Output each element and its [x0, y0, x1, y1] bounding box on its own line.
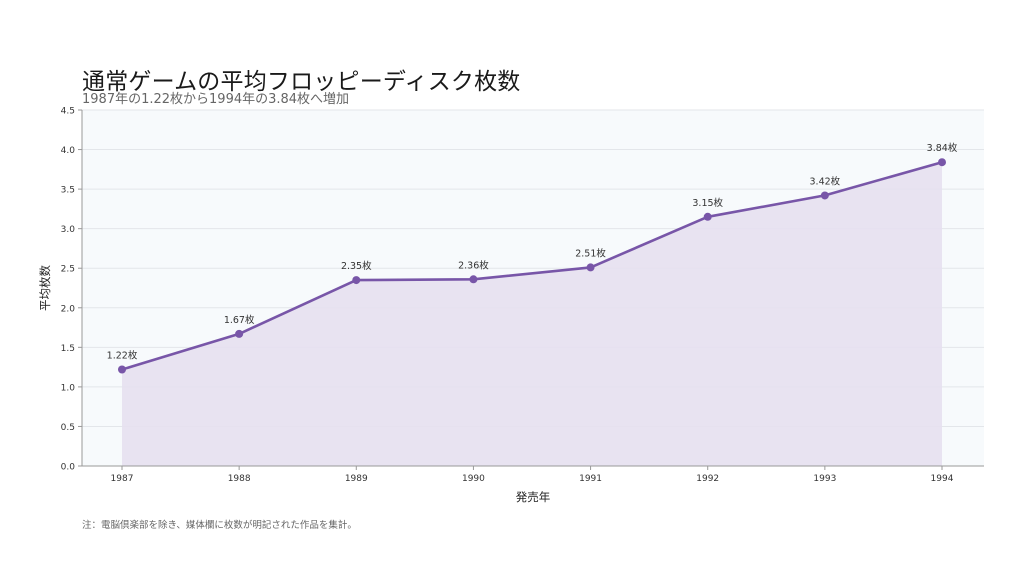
data-label: 2.36枚	[458, 259, 489, 271]
data-label: 1.22枚	[107, 349, 138, 361]
x-tick-label: 1990	[462, 474, 485, 484]
chart-title: 通常ゲームの平均フロッピーディスク枚数	[82, 69, 521, 95]
footnote: 注：電脳倶楽部を除き、媒体欄に枚数が明記された作品を集計。	[82, 520, 357, 531]
data-point	[586, 263, 595, 272]
data-label: 3.15枚	[692, 197, 723, 209]
data-points	[118, 158, 946, 374]
data-point	[352, 276, 361, 285]
y-axis: 0.0 0.5 1.0 1.5 2.0 2.5 3.0 3.5 4.0 4.5	[61, 107, 82, 473]
y-tick-label: 0.0	[61, 463, 76, 473]
data-label: 2.51枚	[575, 247, 606, 259]
y-tick-label: 3.5	[61, 186, 75, 196]
y-tick-label: 1.5	[61, 344, 75, 354]
x-tick-label: 1994	[931, 474, 954, 484]
data-point	[118, 365, 126, 374]
y-tick-label: 4.5	[61, 107, 75, 117]
data-label: 2.35枚	[341, 260, 372, 272]
y-tick-label: 4.0	[61, 146, 76, 156]
data-point	[938, 158, 946, 167]
area-fill	[122, 162, 942, 466]
data-point	[703, 212, 712, 221]
y-tick-label: 3.0	[61, 225, 76, 235]
y-tick-label: 1.0	[61, 383, 76, 393]
y-tick-label: 2.0	[61, 304, 76, 314]
x-tick-label: 1991	[579, 474, 602, 484]
x-tick-label: 1993	[813, 474, 836, 484]
data-point	[820, 191, 829, 200]
x-tick-label: 1987	[111, 474, 134, 484]
data-label: 3.84枚	[927, 142, 958, 154]
data-point	[469, 275, 478, 284]
x-tick-label: 1989	[345, 474, 368, 484]
chart-subtitle: 1987年の1.22枚から1994年の3.84枚へ増加	[82, 92, 350, 107]
data-labels: 1.22枚 1.67枚 2.35枚 2.36枚 2.51枚 3.15枚 3.42枚 3.84枚	[107, 142, 958, 361]
data-label: 3.42枚	[810, 175, 841, 187]
y-tick-label: 2.5	[61, 265, 75, 275]
x-axis: 1987 1988 1989 1990 1991 1992 1993 1994	[111, 466, 954, 484]
y-axis-label: 平均枚数	[38, 265, 52, 311]
x-tick-label: 1988	[228, 474, 251, 484]
x-axis-label: 発売年	[516, 490, 551, 504]
data-label: 1.67枚	[224, 314, 255, 326]
y-tick-label: 0.5	[61, 423, 75, 433]
series-line	[121, 160, 943, 371]
x-tick-label: 1992	[696, 474, 719, 484]
data-point	[235, 329, 244, 338]
